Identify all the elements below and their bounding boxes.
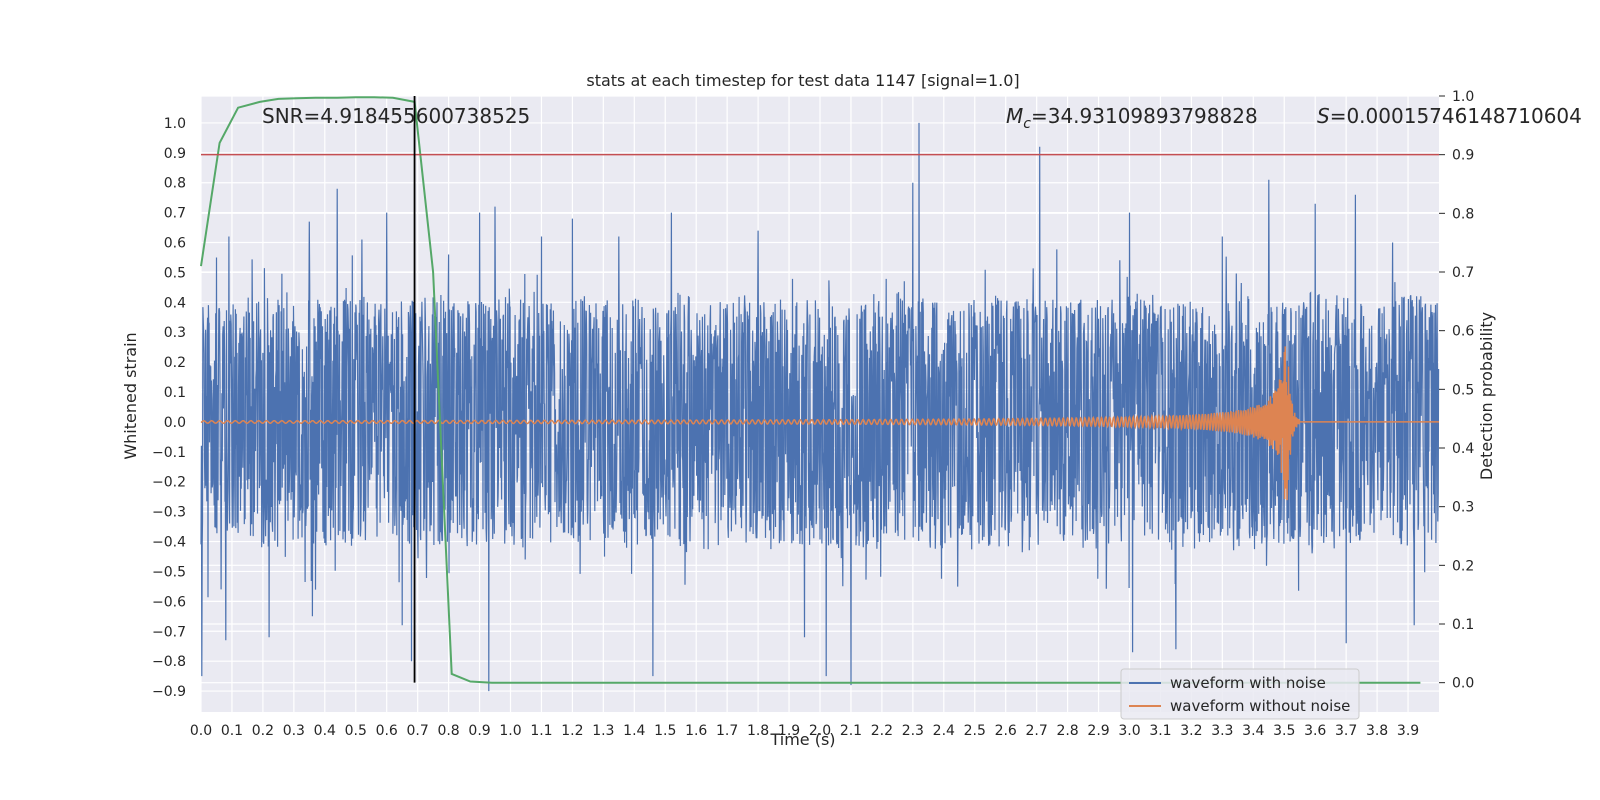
- left-y-tick-label: 0.1: [164, 385, 186, 401]
- x-tick-label: 1.4: [623, 723, 645, 739]
- right-y-tick-label: 0.6: [1452, 324, 1474, 340]
- x-tick-label: 2.4: [933, 723, 955, 739]
- x-tick-label: 2.6: [995, 723, 1017, 739]
- clean-waveform-series: [200, 346, 1439, 501]
- left-y-tick-label: 0.6: [164, 236, 186, 252]
- right-y-axis-ticks: 1.0 0.9 0.8 0.7 0.6 0.5 0.4 0.3 0.2 0.1 0.0: [1439, 89, 1474, 692]
- chirp-mass-value: =34.93109893798828: [1031, 104, 1258, 128]
- x-tick-label: 2.5: [964, 723, 986, 739]
- left-y-tick-label: 0.4: [164, 295, 186, 311]
- x-tick-label: 0.8: [437, 723, 459, 739]
- x-tick-label: 2.9: [1087, 723, 1109, 739]
- left-y-tick-label: −0.7: [152, 624, 186, 640]
- x-tick-label: 3.9: [1397, 723, 1419, 739]
- snr-annotation: SNR=4.918455600738525: [262, 104, 530, 128]
- left-y-tick-label: −0.4: [152, 535, 186, 551]
- legend-entry-noise: waveform with noise: [1170, 674, 1326, 692]
- x-axis-label: Time (s): [769, 730, 835, 749]
- right-y-tick-label: 0.5: [1452, 382, 1474, 398]
- left-y-tick-label: −0.8: [152, 654, 186, 670]
- left-y-axis-ticks: 1.0 0.9 0.8 0.7 0.6 0.5 0.4 0.3 0.2 0.1 0.0 −0.1 −0.…: [152, 116, 186, 700]
- x-tick-label: 0.1: [221, 723, 243, 739]
- x-tick-label: 1.5: [654, 723, 676, 739]
- legend-box: [1120, 668, 1360, 720]
- detection-probability-series: [200, 96, 1421, 684]
- x-tick-label: 1.2: [561, 723, 583, 739]
- x-tick-label: 2.0: [809, 723, 831, 739]
- x-tick-label: 3.3: [1211, 723, 1233, 739]
- x-tick-label: 1.1: [530, 723, 552, 739]
- chirp-mass-annotation: Mc=34.93109893798828: [1006, 104, 1258, 132]
- right-y-tick-label: 0.1: [1452, 617, 1474, 633]
- x-tick-label: 0.7: [407, 723, 429, 739]
- right-y-tick-label: 1.0: [1452, 89, 1474, 105]
- right-y-tick-label: 0.0: [1452, 676, 1474, 692]
- x-tick-label: 0.9: [468, 723, 490, 739]
- right-y-tick-label: 0.8: [1452, 206, 1474, 222]
- right-y-tick-label: 0.7: [1452, 265, 1474, 281]
- left-y-axis-label: Whitened strain: [121, 332, 140, 459]
- s-value: =0.00015746148710604: [1330, 104, 1582, 128]
- noise-waveform-line: [200, 122, 1440, 692]
- x-tick-label: 3.4: [1242, 723, 1264, 739]
- legend: waveform with noise waveform without noi…: [1120, 668, 1360, 720]
- x-tick-label: 1.0: [499, 723, 521, 739]
- left-y-tick-label: 0.2: [164, 355, 186, 371]
- x-tick-label: 3.1: [1149, 723, 1171, 739]
- x-tick-label: 0.0: [190, 723, 212, 739]
- x-axis-ticks: 0.0 0.1 0.2 0.3 0.4 0.5 0.6 0.7 0.8 0.9 1.0 1.1 1.2 1…: [190, 723, 1419, 739]
- x-tick-label: 3.7: [1335, 723, 1357, 739]
- x-tick-label: 0.6: [376, 723, 398, 739]
- s-annotation: S=0.00015746148710604: [1317, 104, 1582, 128]
- reference-lines: [201, 96, 1439, 683]
- probability-line: [200, 96, 1421, 684]
- right-y-tick-label: 0.3: [1452, 500, 1474, 516]
- chirp-mass-symbol: M: [1006, 104, 1023, 128]
- right-y-tick-label: 0.2: [1452, 558, 1474, 574]
- left-y-tick-label: −0.1: [152, 445, 186, 461]
- chirp-mass-subscript: c: [1023, 116, 1031, 132]
- x-tick-label: 1.6: [685, 723, 707, 739]
- x-tick-label: 2.1: [840, 723, 862, 739]
- x-tick-label: 1.8: [747, 723, 769, 739]
- x-tick-label: 2.8: [1056, 723, 1078, 739]
- x-tick-label: 3.0: [1118, 723, 1140, 739]
- x-tick-label: 1.7: [716, 723, 738, 739]
- left-y-tick-label: −0.9: [152, 684, 186, 700]
- left-y-tick-label: −0.3: [152, 505, 186, 521]
- left-y-tick-label: −0.6: [152, 594, 186, 610]
- noise-waveform-series: [200, 122, 1440, 692]
- x-tick-label: 2.2: [871, 723, 893, 739]
- left-y-tick-label: 1.0: [164, 116, 186, 132]
- x-tick-label: 1.3: [592, 723, 614, 739]
- x-tick-label: 0.3: [283, 723, 305, 739]
- s-symbol: S: [1317, 104, 1330, 128]
- x-tick-label: 2.7: [1026, 723, 1048, 739]
- x-tick-label: 0.4: [314, 723, 336, 739]
- x-tick-label: 0.5: [345, 723, 367, 739]
- left-y-tick-label: 0.0: [164, 415, 186, 431]
- right-y-axis-label: Detection probability: [1477, 312, 1496, 480]
- right-y-tick-label: 0.9: [1452, 148, 1474, 164]
- x-tick-label: 3.8: [1366, 723, 1388, 739]
- left-y-tick-label: 0.3: [164, 325, 186, 341]
- left-y-tick-label: 0.5: [164, 265, 186, 281]
- x-tick-label: 3.6: [1304, 723, 1326, 739]
- left-y-tick-label: −0.2: [152, 475, 186, 491]
- x-tick-label: 1.9: [778, 723, 800, 739]
- left-y-tick-label: 0.8: [164, 176, 186, 192]
- left-y-tick-label: 0.9: [164, 146, 186, 162]
- legend-entry-clean: waveform without noise: [1170, 697, 1350, 715]
- x-tick-label: 3.2: [1180, 723, 1202, 739]
- chart-title: stats at each timestep for test data 114…: [586, 71, 1019, 90]
- x-tick-label: 3.5: [1273, 723, 1295, 739]
- x-tick-label: 2.3: [902, 723, 924, 739]
- left-y-tick-label: −0.5: [152, 564, 186, 580]
- left-y-tick-label: 0.7: [164, 206, 186, 222]
- clean-waveform-line: [200, 346, 1439, 501]
- right-y-tick-label: 0.4: [1452, 441, 1474, 457]
- x-tick-label: 0.2: [252, 723, 274, 739]
